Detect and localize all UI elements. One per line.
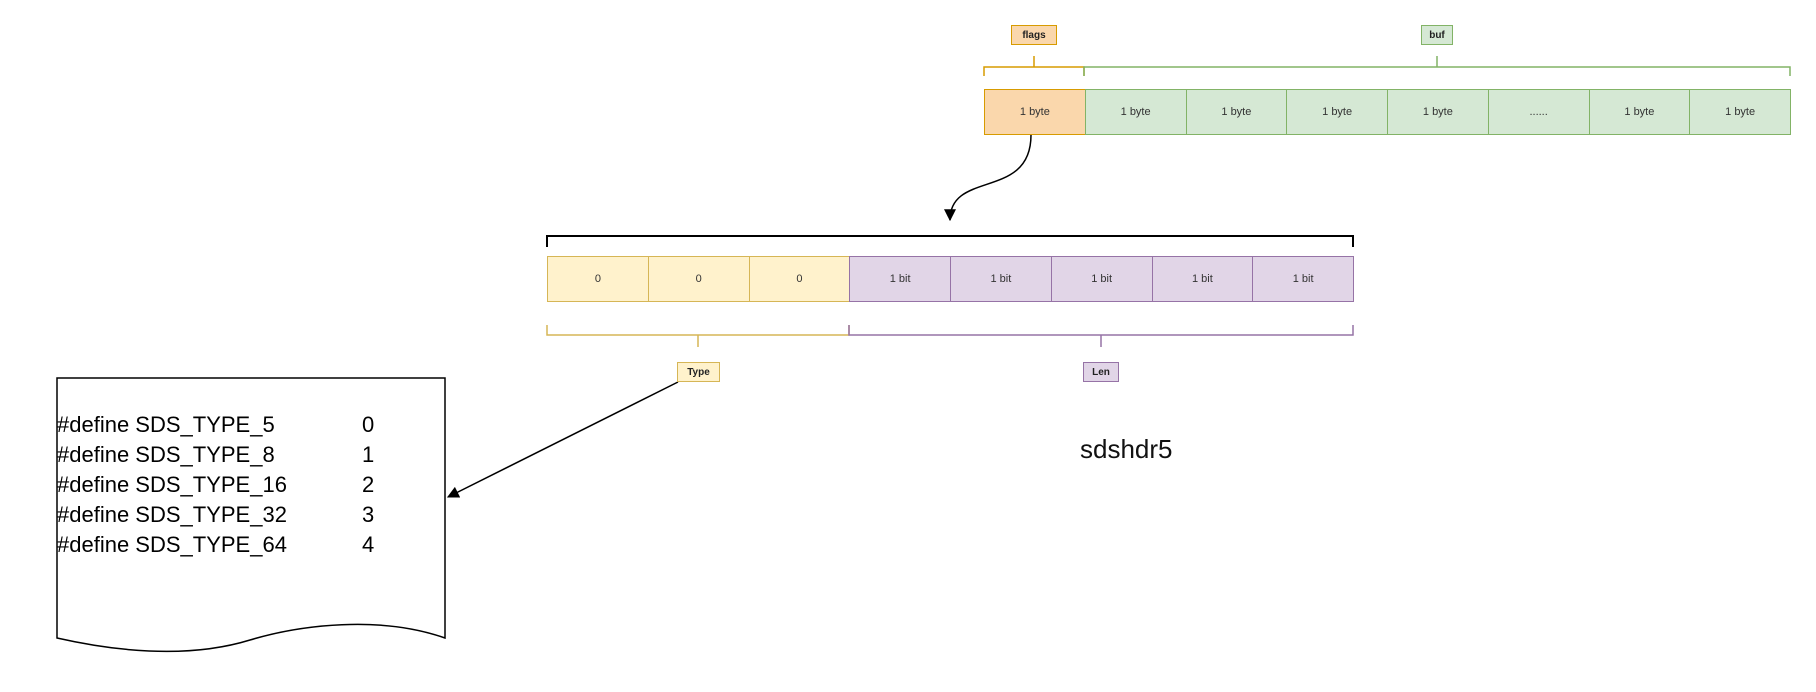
define-name: #define SDS_TYPE_8 bbox=[57, 442, 275, 467]
define-value: 1 bbox=[362, 442, 375, 467]
bits-bracket bbox=[546, 235, 1354, 247]
byte-cell-7: 1 byte bbox=[1588, 89, 1691, 135]
type-brace bbox=[546, 325, 850, 347]
buf-label: buf bbox=[1421, 25, 1453, 45]
type-to-doc-arrow bbox=[446, 381, 679, 498]
len-label: Len bbox=[1083, 362, 1119, 382]
byte-cell-6: ...... bbox=[1487, 89, 1590, 135]
bit-cell-8: 1 bit bbox=[1252, 256, 1354, 302]
bit-cell-5: 1 bit bbox=[950, 256, 1052, 302]
defines-document-shape bbox=[56, 377, 446, 653]
define-value: 0 bbox=[362, 412, 375, 437]
bit-cell-7: 1 bit bbox=[1151, 256, 1254, 302]
bit-cell-6: 1 bit bbox=[1050, 256, 1153, 302]
flags-label: flags bbox=[1011, 25, 1057, 45]
define-value: 4 bbox=[362, 532, 375, 557]
define-name: #define SDS_TYPE_32 bbox=[57, 502, 287, 527]
byte-cell-2: 1 byte bbox=[1084, 89, 1187, 135]
len-brace bbox=[848, 325, 1354, 347]
byte-cell-8: 1 byte bbox=[1689, 89, 1791, 135]
define-name: #define SDS_TYPE_5 bbox=[57, 412, 275, 437]
define-value: 2 bbox=[362, 472, 375, 497]
bit-cell-2: 0 bbox=[647, 256, 750, 302]
define-value: 3 bbox=[362, 502, 375, 527]
buf-brace bbox=[1083, 56, 1791, 76]
define-name: #define SDS_TYPE_64 bbox=[57, 532, 287, 557]
bit-cell-3: 0 bbox=[748, 256, 851, 302]
byte-cell-3: 1 byte bbox=[1185, 89, 1288, 135]
flags-to-bits-arrow bbox=[944, 134, 1032, 222]
diagram-caption: sdshdr5 bbox=[1080, 434, 1173, 464]
bit-cell-4: 1 bit bbox=[849, 256, 951, 302]
define-name: #define SDS_TYPE_16 bbox=[57, 472, 287, 497]
byte-cell-1: 1 byte bbox=[984, 89, 1086, 135]
byte-cell-5: 1 byte bbox=[1387, 89, 1489, 135]
bit-cell-1: 0 bbox=[547, 256, 649, 302]
flags-brace bbox=[983, 56, 1085, 76]
type-label: Type bbox=[677, 362, 720, 382]
byte-cell-4: 1 byte bbox=[1286, 89, 1388, 135]
